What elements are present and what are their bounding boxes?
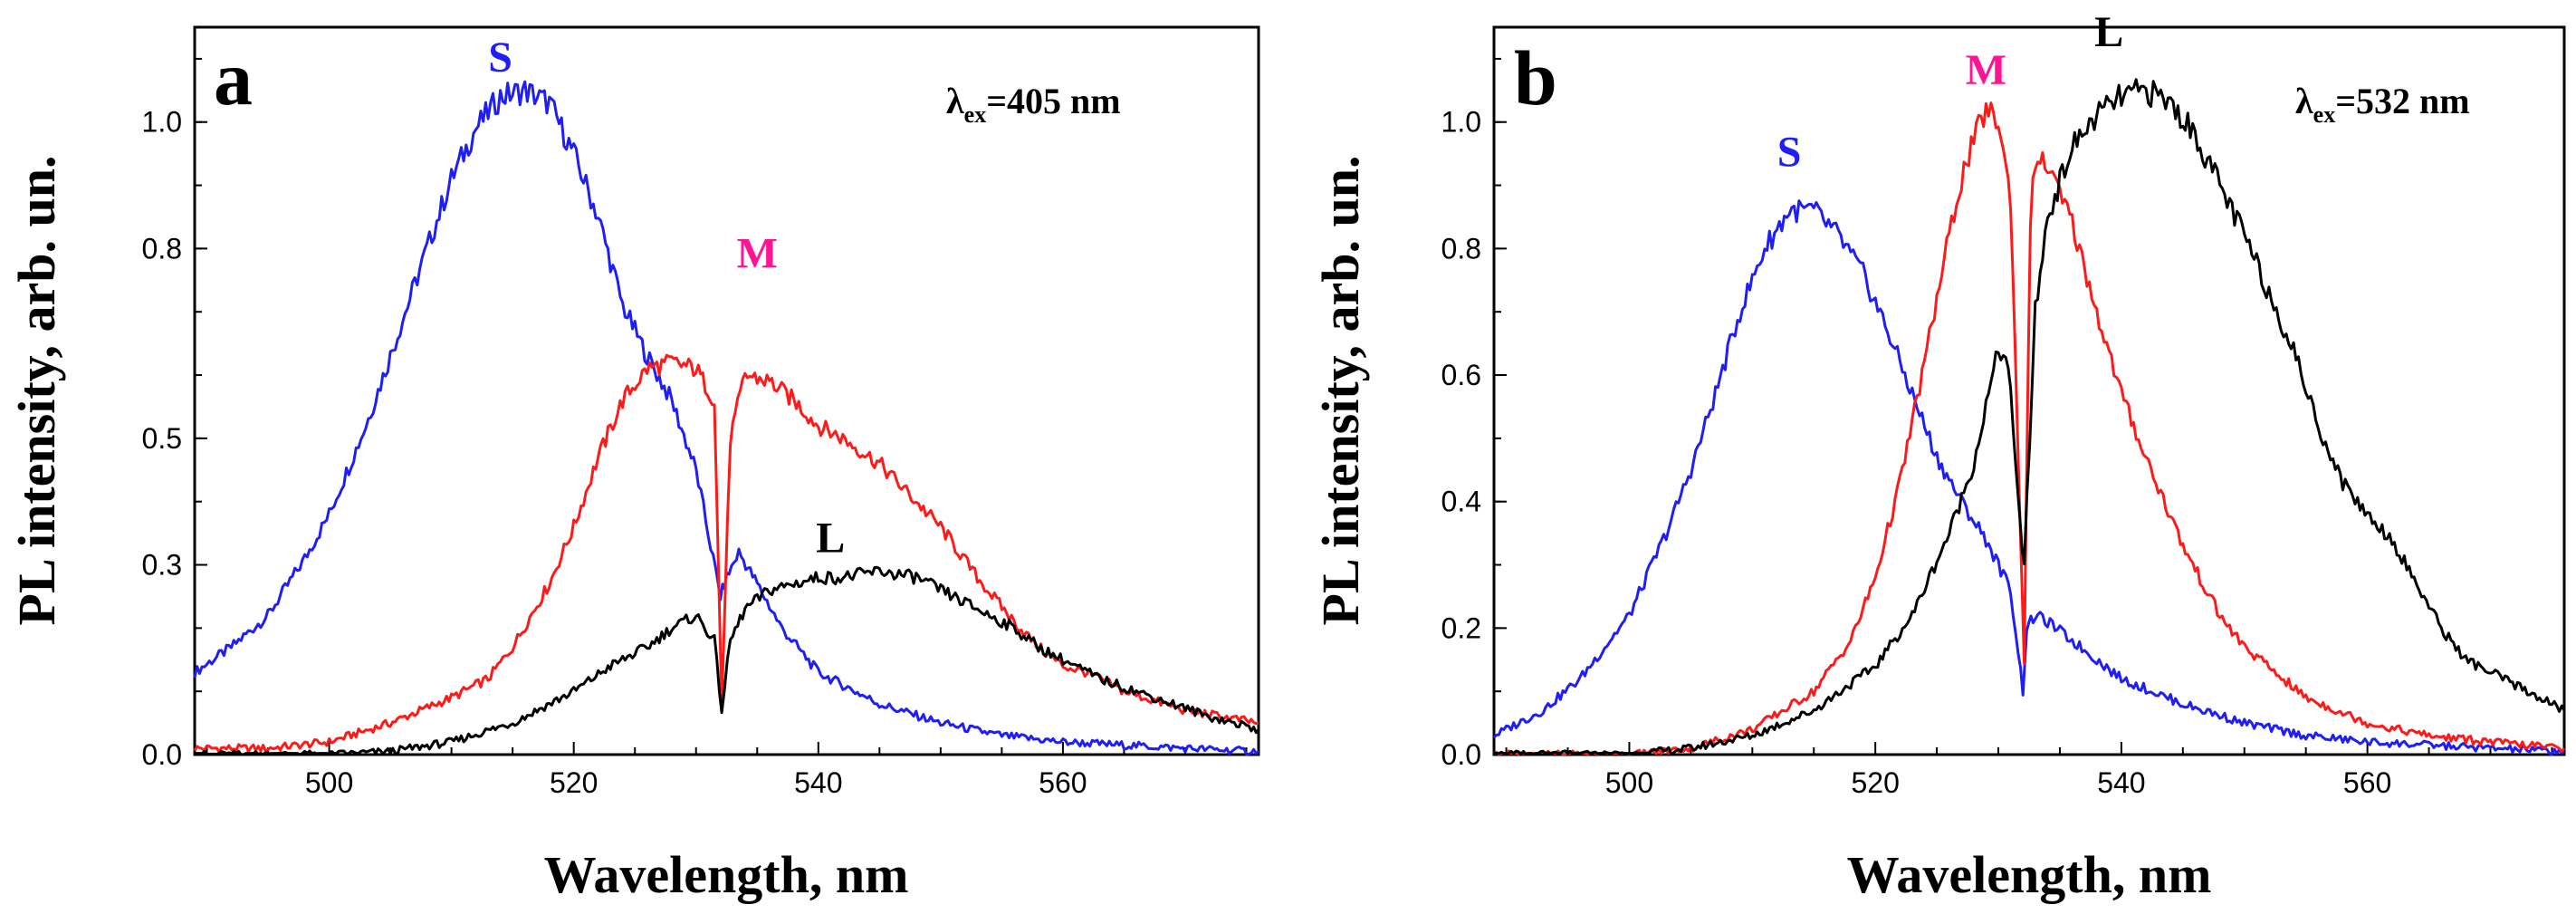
x-tick-label: 520 bbox=[1851, 766, 1899, 799]
series-line-S bbox=[1492, 199, 2565, 756]
y-tick-label: 0.2 bbox=[1441, 611, 1481, 644]
panel-b: 500 520 540 560 0.0 0.2 0.4 0.6 0.8 1.0 b λex=532… bbox=[1311, 8, 2566, 904]
x-tick-label: 500 bbox=[305, 766, 353, 799]
excitation-annotation-a: λex=405 nm bbox=[946, 81, 1121, 128]
y-tick-label: 0.4 bbox=[1441, 486, 1481, 518]
panel-letter-b: b bbox=[1514, 34, 1557, 121]
y-tick-label: 0.6 bbox=[1441, 359, 1481, 391]
series-line-M bbox=[1493, 101, 2566, 756]
y-tick-label: 0.5 bbox=[142, 422, 182, 455]
y-tick-label: 1.0 bbox=[1441, 106, 1481, 139]
curve-label-M-b: M bbox=[1966, 46, 2006, 94]
y-tick-label: 0.3 bbox=[142, 549, 182, 582]
curves-b bbox=[1492, 78, 2566, 756]
y-tick-label: 0.0 bbox=[142, 738, 182, 771]
plot-frame-b bbox=[1492, 25, 2566, 756]
series-line-S bbox=[193, 80, 1259, 756]
curve-label-S-a: S bbox=[488, 34, 512, 82]
series-line-L bbox=[1494, 78, 2566, 756]
x-tick-label: 500 bbox=[1605, 766, 1653, 799]
curve-label-S-b: S bbox=[1777, 129, 1802, 177]
x-tick-label: 540 bbox=[794, 766, 842, 799]
curve-label-L-a: L bbox=[816, 515, 845, 563]
series-line-L bbox=[195, 565, 1260, 756]
x-axis-title-a: Wavelength, nm bbox=[544, 845, 909, 904]
y-tick-label: 0.8 bbox=[142, 232, 182, 265]
curve-label-M-a: M bbox=[737, 229, 778, 277]
ticks-b: 500 520 540 560 0.0 0.2 0.4 0.6 0.8 1.0 bbox=[1441, 57, 2553, 799]
panel-a: 500 520 540 560 0.0 0.3 0.5 0.8 1.0 a λex=405 nm… bbox=[7, 25, 1260, 904]
curve-label-L-b: L bbox=[2094, 8, 2123, 56]
x-tick-label: 520 bbox=[550, 766, 598, 799]
y-tick-label: 0.8 bbox=[1441, 232, 1481, 265]
curves-a bbox=[193, 80, 1260, 756]
excitation-annotation-b: λex=532 nm bbox=[2295, 81, 2470, 128]
ticks-a: 500 520 540 560 0.0 0.3 0.5 0.8 1.0 bbox=[142, 57, 1248, 799]
y-tick-label: 1.0 bbox=[142, 106, 182, 139]
x-tick-label: 560 bbox=[2343, 766, 2391, 799]
series-line-M bbox=[193, 353, 1259, 754]
y-axis-title-b: PL intensity, arb. un. bbox=[1311, 156, 1370, 626]
x-tick-label: 560 bbox=[1039, 766, 1087, 799]
panel-letter-a: a bbox=[214, 34, 253, 121]
y-axis-title-a: PL intensity, arb. un. bbox=[7, 156, 66, 626]
x-axis-title-b: Wavelength, nm bbox=[1847, 845, 2212, 904]
plot-frame-a bbox=[193, 25, 1260, 756]
x-tick-label: 540 bbox=[2097, 766, 2145, 799]
y-tick-label: 0.0 bbox=[1441, 738, 1481, 771]
